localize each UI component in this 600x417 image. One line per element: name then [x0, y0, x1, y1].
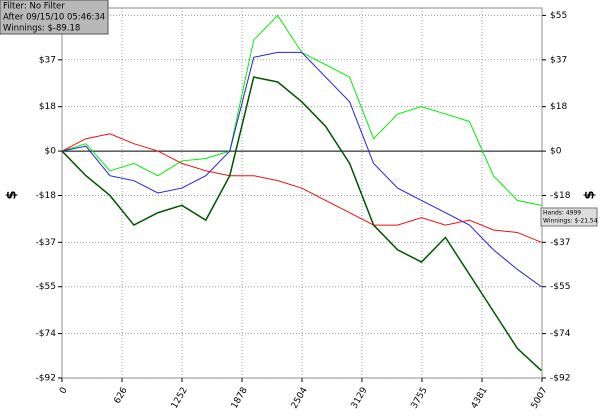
y-tick-label: -$74 [36, 329, 57, 339]
x-tick-label: 1252 [170, 386, 190, 411]
x-tick-label: 0 [58, 386, 70, 396]
y-tick-label: $0 [45, 147, 57, 157]
y-tick-label: -$92 [36, 374, 56, 384]
x-tick-label: 5007 [530, 386, 550, 411]
y2-tick-label: $18 [550, 102, 567, 112]
y2-tick-label: $0 [550, 147, 562, 157]
x-tick-label: 3755 [410, 386, 430, 411]
x-tick-label: 3129 [350, 386, 370, 411]
x-tick-label: 4381 [470, 386, 490, 411]
y-tick-label: $37 [39, 55, 56, 65]
y2-tick-label: -$18 [550, 191, 571, 201]
y2-tick-label: $55 [550, 11, 567, 21]
x-tick-label: 2504 [290, 386, 310, 411]
y-tick-label: $18 [39, 102, 56, 112]
y2-tick-label: -$55 [550, 282, 570, 292]
annotation-text: Winnings: $-21.54 [543, 218, 598, 225]
info-box [0, 0, 109, 35]
x-tick-label: 1878 [230, 386, 250, 411]
series-line [61, 133, 542, 243]
y-axis-label: $ [5, 190, 20, 199]
info-text: Winnings: $-89.18 [3, 24, 80, 34]
info-text: After 09/15/10 05:46:34 [3, 13, 105, 23]
y-tick-label: -$18 [36, 191, 57, 201]
y2-tick-label: -$37 [550, 238, 570, 248]
annotation-box [540, 207, 598, 227]
x-tick-label: 626 [113, 386, 130, 406]
y2-tick-label: $37 [550, 55, 567, 65]
plot-area [61, 7, 543, 379]
y2-axis-label: $ [583, 190, 598, 199]
y2-tick-label: -$92 [550, 374, 570, 384]
y-tick-label: -$37 [36, 238, 56, 248]
series-line [61, 76, 542, 372]
annotation-text: Hands: 4999 [543, 210, 581, 217]
y2-tick-label: -$74 [550, 329, 571, 339]
info-text: Filter: No Filter [3, 2, 65, 12]
series-line [61, 51, 542, 288]
y-tick-label: -$55 [36, 282, 56, 292]
